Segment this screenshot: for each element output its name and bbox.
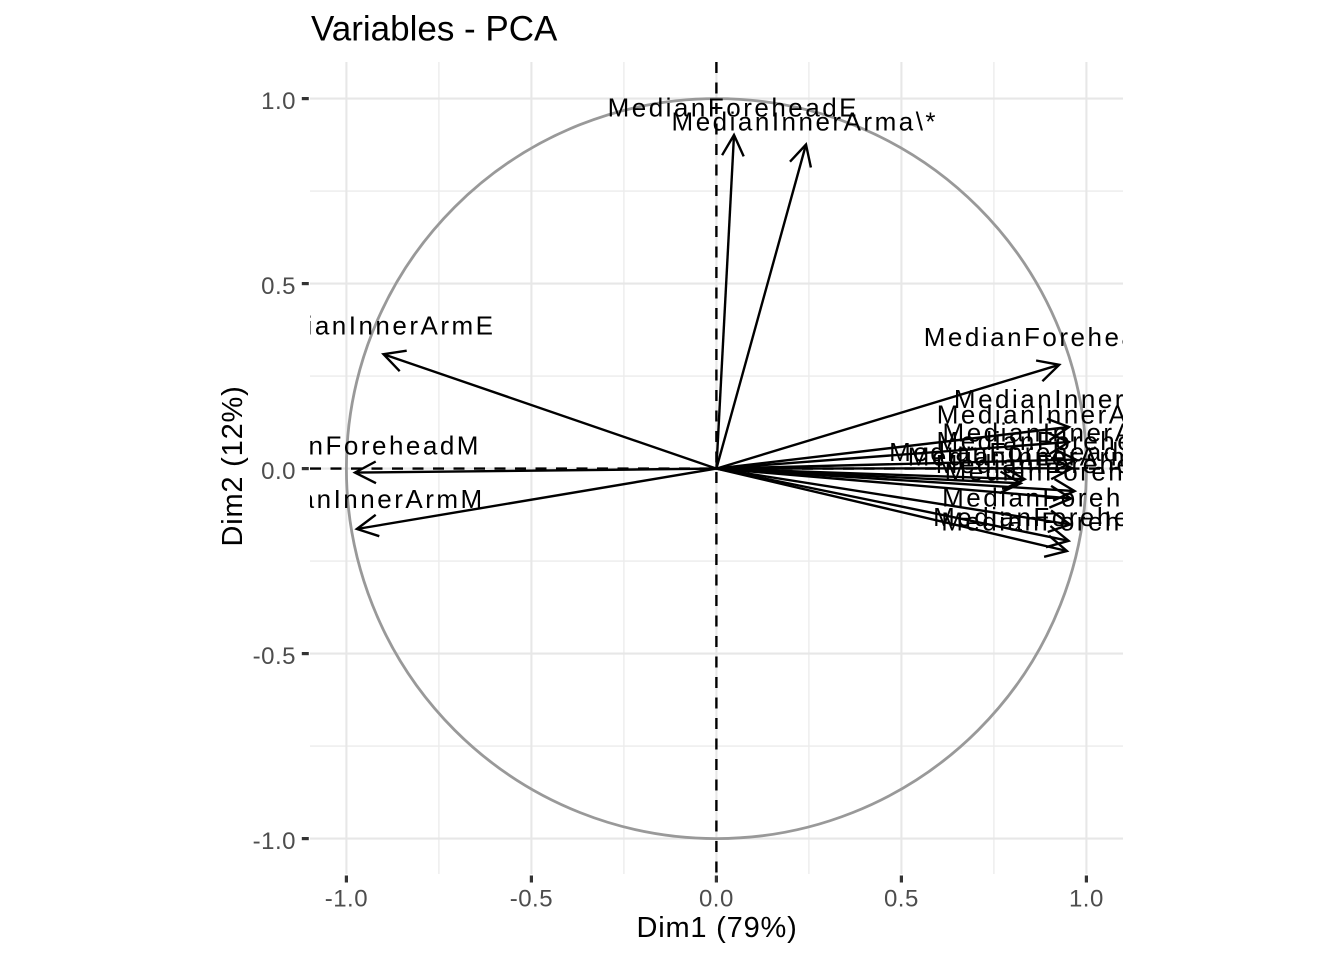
svg-text:0.5: 0.5 xyxy=(884,885,919,912)
svg-text:-0.5: -0.5 xyxy=(510,885,553,912)
svg-text:-0.5: -0.5 xyxy=(253,643,296,670)
svg-text:-1.0: -1.0 xyxy=(253,828,296,855)
svg-text:Dim2 (12%): Dim2 (12%) xyxy=(217,385,249,546)
svg-text:0.5: 0.5 xyxy=(261,273,296,300)
svg-text:Dim1 (79%): Dim1 (79%) xyxy=(636,912,797,944)
svg-text:0.0: 0.0 xyxy=(261,458,296,485)
svg-text:MedianInnerArma\*: MedianInnerArma\* xyxy=(672,107,939,137)
svg-text:1.0: 1.0 xyxy=(261,88,296,115)
svg-text:1.0: 1.0 xyxy=(1069,885,1104,912)
svg-text:-1.0: -1.0 xyxy=(325,885,368,912)
svg-text:Variables - PCA: Variables - PCA xyxy=(311,10,558,49)
svg-text:0.0: 0.0 xyxy=(699,885,734,912)
